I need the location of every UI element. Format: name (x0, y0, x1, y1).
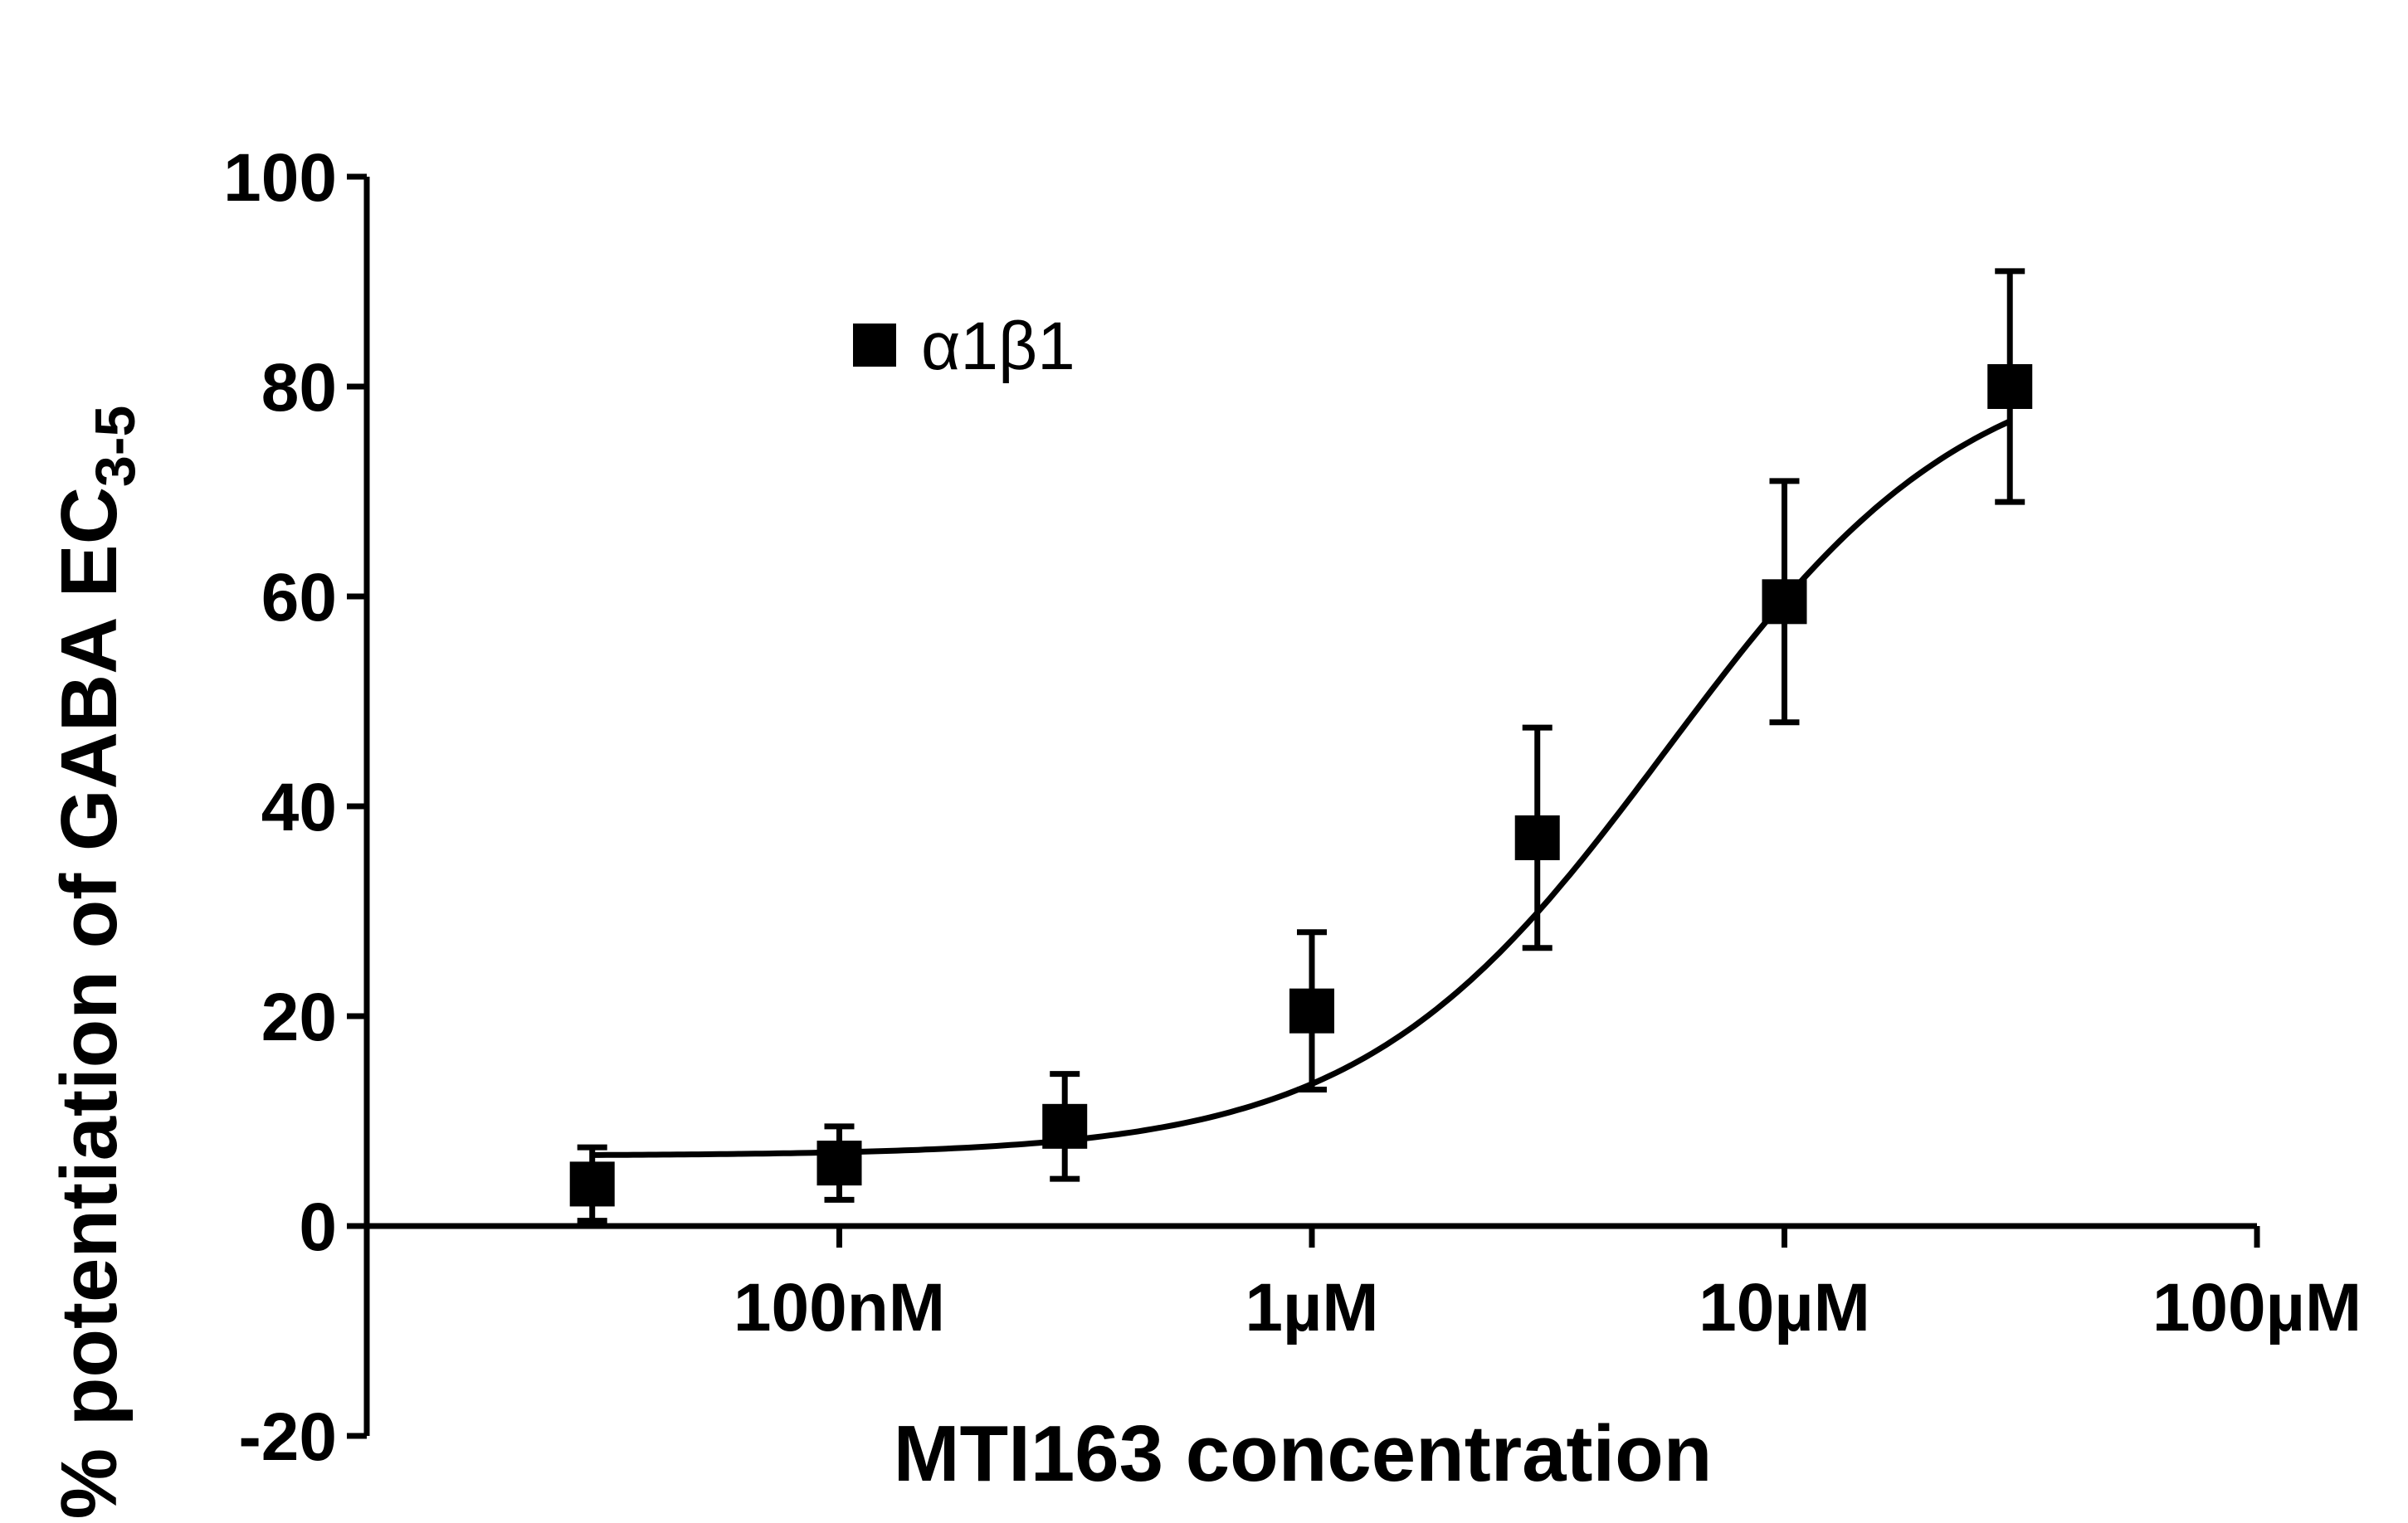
x-tick-label: 100nM (734, 1270, 945, 1345)
data-point (1289, 929, 1334, 1093)
point-marker (1987, 364, 2033, 409)
x-axis-title: MTI163 concentration (894, 1409, 1713, 1498)
x-axis-ticks: 100nM 1µM 10µM 100µM (363, 1226, 2362, 1345)
point-marker (1514, 815, 1560, 860)
x-tick-label: 10µM (1699, 1270, 1870, 1345)
y-axis-title-main: % potentiation of GABA EC (45, 487, 134, 1519)
fit-curve (592, 418, 2011, 1158)
y-tick-label: 40 (261, 770, 337, 845)
y-tick-label: 20 (261, 980, 337, 1055)
y-axis-title: % potentiation of GABA EC3-5 (45, 406, 147, 1520)
point-marker (816, 1141, 862, 1186)
fit-curve-group (592, 418, 2011, 1158)
x-tick-label: 100µM (2152, 1270, 2362, 1345)
y-tick-label: 100 (223, 140, 337, 216)
data-point (816, 1123, 862, 1203)
y-tick-label: 0 (299, 1190, 337, 1265)
data-point (1514, 724, 1560, 951)
point-marker (1762, 579, 1807, 625)
legend-label: α1β1 (921, 309, 1075, 384)
y-axis-title-subscript: 3-5 (84, 406, 147, 487)
legend: α1β1 (853, 309, 1075, 384)
data-point (1762, 478, 1807, 726)
y-tick-label: -20 (238, 1399, 337, 1475)
data-point (1987, 268, 2033, 505)
point-marker (569, 1161, 615, 1207)
data-point (1042, 1071, 1088, 1182)
data-points (569, 268, 2033, 1224)
legend-marker (853, 324, 896, 367)
data-point (569, 1144, 615, 1224)
y-tick-label: 80 (261, 350, 337, 426)
point-marker (1042, 1103, 1088, 1149)
x-tick-label: 1µM (1245, 1270, 1378, 1345)
point-marker (1289, 988, 1334, 1034)
y-axis-ticks: -20 0 20 40 60 80 100 (223, 140, 367, 1475)
y-tick-label: 60 (261, 560, 337, 635)
